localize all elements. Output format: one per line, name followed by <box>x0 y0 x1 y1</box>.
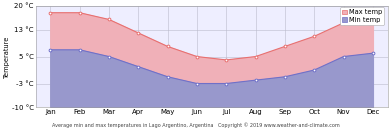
Text: Average min and max temperatures in Lago Argentino, Argentina   Copyright © 2019: Average min and max temperatures in Lago… <box>52 122 339 128</box>
Y-axis label: Temperature: Temperature <box>4 35 9 78</box>
Legend: Max temp, Min temp: Max temp, Min temp <box>340 7 384 25</box>
